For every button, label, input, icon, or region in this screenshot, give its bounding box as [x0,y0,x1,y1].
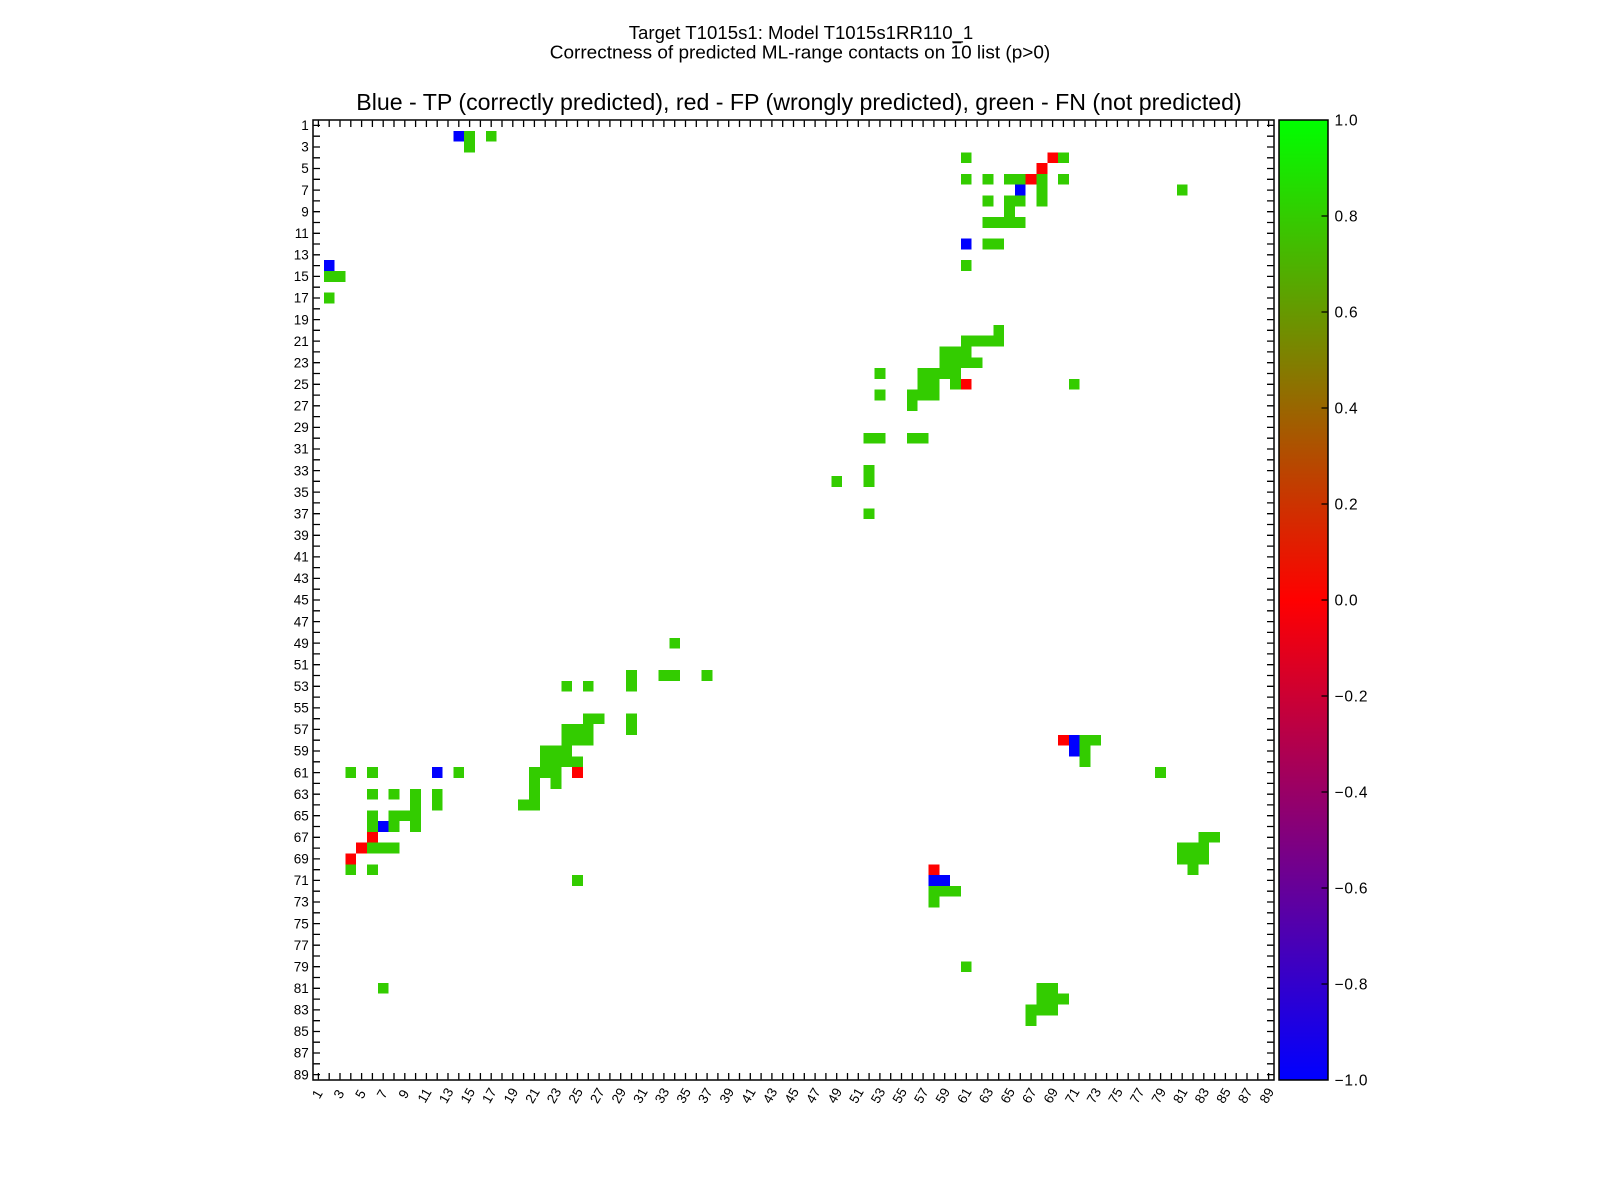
svg-text:35: 35 [673,1085,694,1106]
svg-text:69: 69 [1041,1085,1062,1106]
svg-text:41: 41 [294,550,309,565]
svg-text:5: 5 [301,161,309,176]
svg-text:1: 1 [301,118,309,133]
svg-text:83: 83 [1192,1085,1213,1106]
svg-text:77: 77 [1127,1085,1148,1106]
svg-text:71: 71 [1062,1085,1083,1106]
svg-text:11: 11 [295,226,309,241]
svg-text:21: 21 [294,334,309,349]
svg-text:39: 39 [294,528,309,543]
svg-text:43: 43 [760,1085,781,1106]
svg-text:53: 53 [294,679,309,694]
svg-text:7: 7 [301,183,309,198]
svg-text:61: 61 [954,1085,975,1106]
svg-text:Target T1015s1: Model T1015s1R: Target T1015s1: Model T1015s1RR110_1 [629,22,974,44]
svg-text:−0.8: −0.8 [1335,976,1369,993]
svg-text:63: 63 [294,787,309,802]
svg-text:31: 31 [630,1085,651,1106]
svg-text:41: 41 [738,1085,759,1106]
svg-text:−0.4: −0.4 [1335,784,1369,801]
svg-text:0.2: 0.2 [1335,496,1359,513]
svg-text:31: 31 [294,442,309,457]
svg-text:79: 79 [294,959,309,974]
svg-text:23: 23 [294,355,309,370]
svg-text:Blue - TP (correctly predicted: Blue - TP (correctly predicted), red - F… [356,89,1242,115]
svg-text:13: 13 [436,1085,457,1106]
svg-text:1.0: 1.0 [1335,112,1359,129]
svg-text:75: 75 [1105,1085,1126,1106]
svg-text:69: 69 [294,852,309,867]
svg-text:29: 29 [294,420,309,435]
svg-text:29: 29 [609,1085,630,1106]
svg-text:27: 27 [587,1085,608,1106]
svg-text:55: 55 [889,1085,910,1106]
svg-text:89: 89 [1257,1085,1278,1106]
svg-text:19: 19 [501,1085,522,1106]
svg-text:55: 55 [294,701,309,716]
svg-text:0.4: 0.4 [1335,400,1359,417]
svg-text:83: 83 [294,1003,309,1018]
svg-text:79: 79 [1149,1085,1170,1106]
svg-text:87: 87 [1235,1085,1256,1106]
svg-text:0.6: 0.6 [1335,304,1359,321]
svg-text:65: 65 [997,1085,1018,1106]
svg-text:73: 73 [1084,1085,1105,1106]
svg-text:39: 39 [717,1085,738,1106]
svg-text:63: 63 [976,1085,997,1106]
svg-text:37: 37 [294,506,309,521]
svg-text:0.0: 0.0 [1335,592,1359,609]
svg-text:81: 81 [1170,1085,1191,1106]
svg-text:43: 43 [294,571,309,586]
svg-text:67: 67 [1019,1085,1040,1106]
svg-text:33: 33 [652,1085,673,1106]
svg-text:25: 25 [565,1085,586,1106]
svg-text:−0.2: −0.2 [1335,688,1369,705]
svg-text:49: 49 [825,1085,846,1106]
svg-text:37: 37 [695,1085,716,1106]
svg-text:13: 13 [294,248,309,263]
svg-text:65: 65 [294,808,309,823]
svg-text:81: 81 [294,981,309,996]
svg-text:85: 85 [1213,1085,1234,1106]
svg-text:15: 15 [458,1085,479,1106]
svg-text:73: 73 [294,895,309,910]
svg-text:53: 53 [868,1085,889,1106]
svg-text:87: 87 [294,1046,309,1061]
svg-text:71: 71 [294,873,309,888]
svg-text:45: 45 [294,593,309,608]
svg-text:11: 11 [415,1086,435,1106]
svg-text:35: 35 [294,485,309,500]
svg-text:61: 61 [294,765,309,780]
svg-text:57: 57 [294,722,309,737]
svg-text:−0.6: −0.6 [1335,880,1369,897]
svg-text:−1.0: −1.0 [1335,1072,1369,1089]
svg-text:15: 15 [294,269,309,284]
svg-text:9: 9 [301,204,309,219]
svg-text:25: 25 [294,377,309,392]
svg-text:17: 17 [294,291,309,306]
svg-text:47: 47 [803,1085,824,1106]
svg-text:47: 47 [294,614,309,629]
svg-text:33: 33 [294,463,309,478]
svg-text:59: 59 [294,744,309,759]
svg-text:23: 23 [544,1085,565,1106]
svg-text:3: 3 [301,140,309,155]
svg-text:27: 27 [294,399,309,414]
svg-text:45: 45 [781,1085,802,1106]
svg-text:19: 19 [294,312,309,327]
svg-text:17: 17 [479,1085,500,1106]
svg-text:67: 67 [294,830,309,845]
svg-text:89: 89 [294,1067,309,1082]
svg-text:21: 21 [522,1085,543,1106]
svg-text:75: 75 [294,916,309,931]
svg-text:Correctness of predicted ML-ra: Correctness of predicted ML-range contac… [550,42,1050,63]
svg-text:59: 59 [933,1085,954,1106]
svg-text:57: 57 [911,1085,932,1106]
svg-text:0.8: 0.8 [1335,208,1359,225]
svg-text:51: 51 [846,1085,867,1106]
svg-text:85: 85 [294,1024,309,1039]
svg-text:77: 77 [294,938,309,953]
svg-text:51: 51 [294,657,309,672]
svg-text:49: 49 [294,636,309,651]
